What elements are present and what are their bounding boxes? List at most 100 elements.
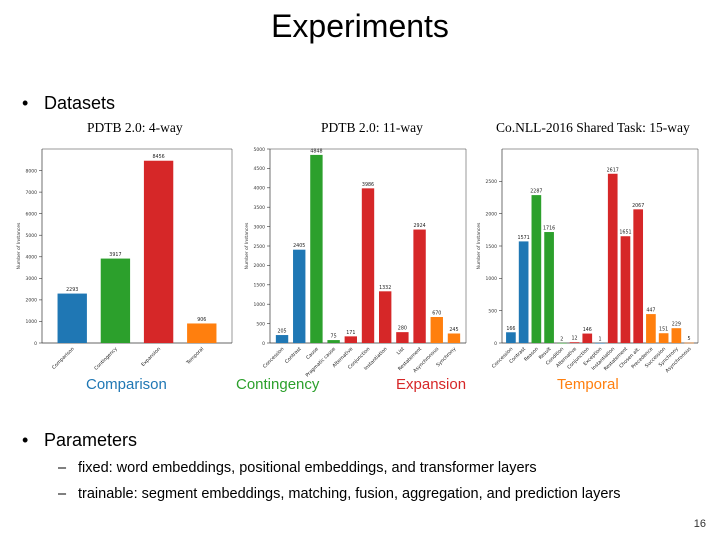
y-tick-label: 2500 [486,179,498,185]
y-tick-label: 5000 [254,147,266,153]
bar-value-label: 75 [331,334,337,340]
y-tick-label: 7000 [26,190,38,196]
bar-restatement [620,236,631,343]
bar-succession [658,333,669,343]
bar-value-label: 447 [646,308,655,314]
slide-title: Experiments [271,8,449,44]
y-tick-label: 1500 [486,244,498,250]
bar-contingency [100,258,131,343]
bar-asynchronous [684,342,694,344]
bar-instantiation [379,291,392,343]
bar-synchrony [447,333,461,343]
x-tick-label: Concession [491,346,515,370]
bar-synchrony [671,328,682,343]
bar-value-label: 229 [672,322,681,328]
y-tick-label: 0 [34,341,37,347]
chart-conll-15way: 0 500 1000 1500 2000 2500 Number of Instances 1… [476,148,699,374]
bar-value-label: 1571 [518,235,530,241]
bar-value-label: 1 [598,336,601,342]
bar-contrast [518,241,529,343]
bar-value-label: 12 [571,336,577,342]
y-tick-label: 2000 [254,263,266,269]
bar-list [396,332,409,343]
chart-pdtb-4way: 0 1000 2000 3000 4000 5000 6000 7000 8000 Number … [16,148,233,372]
legend-temporal: Temporal [557,376,619,393]
bar-value-label: 1716 [543,226,555,232]
y-axis-label: Number of Instances [476,222,482,269]
bar-temporal [187,323,217,343]
bar-value-label: 906 [197,317,206,323]
y-tick-label: 6000 [26,211,38,217]
bar-concession [275,335,289,343]
y-tick-label: 3000 [26,276,38,282]
y-tick-label: 1500 [254,283,266,289]
bar-value-label: 151 [659,327,668,333]
bullet-parameters: • Parameters [22,430,137,451]
bar-concession [506,332,516,343]
bullet-glyph: • [22,430,29,450]
bullet-datasets-label: Datasets [44,93,116,113]
bar-chosen-alt [633,209,644,343]
bar-value-label: 171 [346,330,355,336]
bar-value-label: 280 [398,326,407,332]
y-tick-label: 4500 [254,166,266,172]
bar-reason [531,195,542,343]
page-number: 16 [693,518,706,530]
bar-alternative [569,342,580,343]
bullet-datasets: • Datasets [22,93,115,114]
bar-value-label: 4848 [310,148,322,154]
bar-cause [310,154,323,343]
bar-value-label: 8456 [152,154,164,160]
bar-value-label: 2067 [632,203,644,209]
bar-value-label: 2405 [293,243,305,249]
bar-value-label: 2 [560,336,563,342]
bar-value-label: 1651 [619,230,631,236]
param-trainable-text: trainable: segment embeddings, matching,… [78,486,621,502]
bar-value-label: 2287 [530,189,542,195]
x-tick-label: Expansion [140,346,162,368]
bar-condition [556,342,567,344]
y-tick-label: 4000 [254,186,266,192]
dash-glyph: – [58,486,67,502]
bar-value-label: 146 [583,327,592,333]
bar-value-label: 2293 [66,287,78,293]
y-tick-label: 2000 [26,298,38,304]
bar-comparison [57,293,87,343]
chart-title-11way: PDTB 2.0: 11-way [321,120,423,135]
bar-contrast [293,249,306,343]
y-tick-label: 0 [262,341,265,347]
bar-value-label: 3986 [362,182,374,188]
y-tick-label: 8000 [26,168,38,174]
y-tick-label: 500 [256,321,265,327]
y-tick-label: 3500 [254,205,266,211]
x-tick-label: List [396,346,406,356]
x-tick-label: Cause [305,346,320,361]
legend-comparison: Comparison [86,376,167,393]
y-tick-label: 0 [494,341,497,347]
bar-conjunction [361,188,375,343]
y-tick-label: 2000 [486,211,498,217]
bar-exception [595,342,605,344]
y-tick-label: 1000 [254,302,266,308]
bar-expansion [143,160,174,343]
legend-expansion: Expansion [396,376,467,393]
x-tick-label: Concession [262,346,286,370]
bar-value-label: 5 [688,336,691,342]
bar-value-label: 670 [432,311,441,317]
bar-conjunction [582,333,593,343]
param-fixed: – fixed: word embeddings, positional embe… [58,460,537,476]
y-tick-label: 1000 [26,319,38,325]
x-tick-label: Pragmatic cause [305,346,337,378]
x-tick-label: Contingency [93,346,119,372]
x-tick-label: Contrast [284,346,303,365]
bar-alternative [344,336,357,343]
bar-pragmatic-cause [327,340,340,343]
y-tick-label: 3000 [254,224,266,230]
bar-restatement [413,229,426,343]
bar-asynchronous [430,317,443,343]
bar-value-label: 2617 [607,167,619,173]
y-tick-label: 500 [488,308,497,314]
y-tick-label: 4000 [26,255,38,261]
bar-value-label: 3917 [109,252,121,258]
bar-value-label: 2924 [413,223,425,229]
